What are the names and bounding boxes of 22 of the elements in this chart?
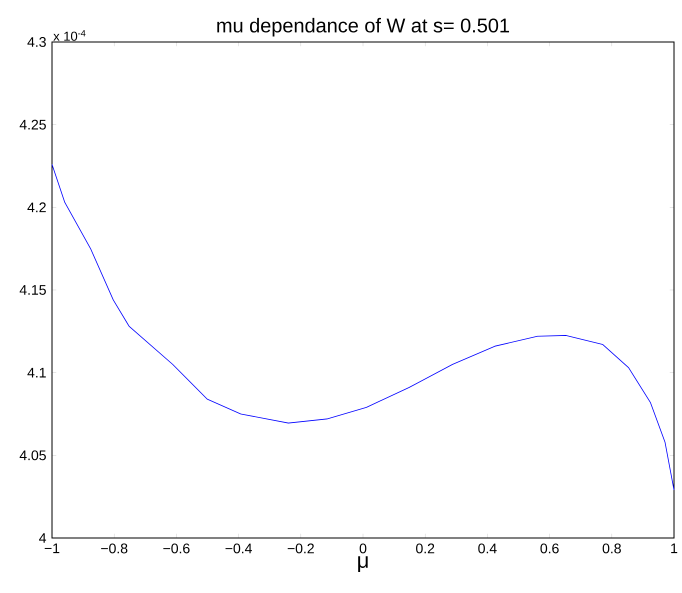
x-tick-label: −0.8	[101, 543, 128, 554]
y-tick-label: 4.1	[27, 368, 46, 378]
x-tick-label: 0.2	[416, 543, 434, 554]
y-tick-label: 4.3	[27, 37, 46, 47]
y-tick-label: 4	[39, 533, 46, 543]
text: x 10$^{-4}$	[53, 30, 86, 41]
x-tick-label: 0.6	[540, 543, 559, 554]
x-tick-label: −0.4	[226, 543, 252, 554]
chart-title: mu dependance of W at s= 0.501	[217, 18, 510, 36]
x-tick-label: 0.8	[602, 543, 621, 554]
x-tick-label: −0.6	[163, 543, 190, 554]
x-axis-title: μ	[358, 556, 368, 572]
x-tick-label: −1	[44, 544, 60, 554]
x-tick-label: 0	[360, 543, 366, 554]
x-tick-label: −0.2	[288, 543, 314, 554]
x-tick-label: 1	[671, 544, 678, 554]
y-tick-label: 4.15	[20, 285, 46, 295]
y-tick-label: 4.05	[20, 450, 46, 460]
line-series	[52, 164, 674, 490]
y-tick-label: 4.2	[27, 202, 46, 212]
y-tick-label: 4.25	[20, 120, 46, 130]
x-tick-label: 0.4	[478, 543, 497, 554]
